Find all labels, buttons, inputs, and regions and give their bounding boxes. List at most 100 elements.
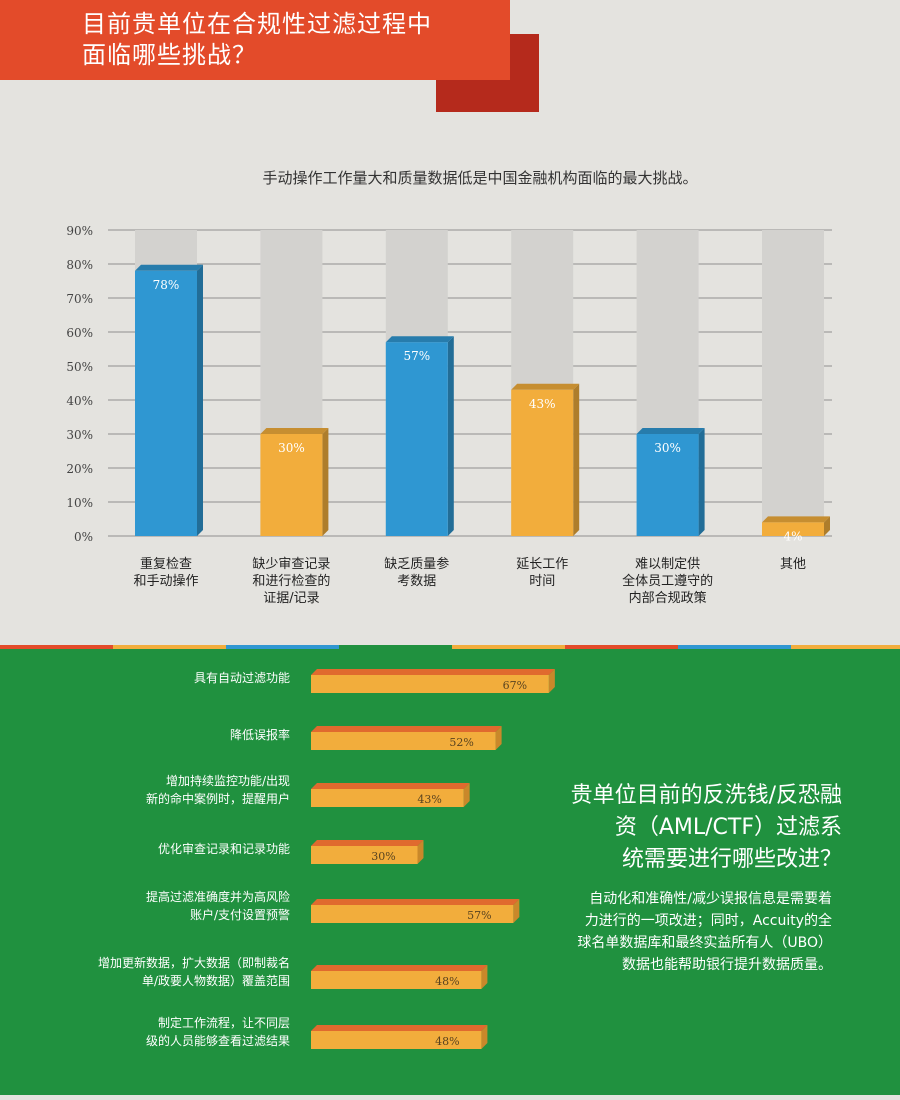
hbar-category-label: 增加持续监控功能/出现 (166, 773, 290, 788)
hbar-value-label: 48% (435, 1035, 459, 1048)
hbar-category-label: 提高过滤准确度并为高风险 (146, 889, 290, 904)
hbar (311, 971, 482, 989)
side-title-line: 资（AML/CTF）过滤系 (614, 815, 842, 840)
hbar-category-label: 新的命中案例时，提醒用户 (146, 791, 290, 806)
hbar (311, 675, 549, 693)
hbar-side (481, 965, 488, 989)
bar-top (260, 428, 329, 434)
bar-value-label: 78% (153, 278, 180, 292)
bar (511, 389, 574, 536)
side-text-line: 力进行的一项改进；同时，Accuity的全 (584, 913, 832, 929)
side-panel-text: 自动化和准确性/减少误报信息是需要着 力进行的一项改进；同时，Accuity的全球… (520, 888, 832, 976)
x-category-label: 内部合规政策 (629, 590, 707, 606)
header-title: 目前贵单位在合规性过滤过程中 面临哪些挑战？ (82, 9, 432, 71)
side-title-line: 统需要进行哪些改进？ (621, 847, 842, 872)
hbar (311, 789, 464, 807)
bar (135, 270, 197, 536)
y-tick-label: 90% (66, 224, 93, 238)
hbar-category-label: 具有自动过滤功能 (194, 671, 290, 685)
bar-top (762, 516, 830, 523)
hbar-top (311, 783, 470, 789)
bar-side (698, 428, 705, 536)
x-category-label: 缺乏质量参 (384, 556, 449, 572)
hbar-top (311, 1025, 488, 1031)
x-category-label: 全体员工遵守的 (622, 573, 713, 589)
bar-side (573, 383, 580, 536)
hbar-value-label: 52% (449, 736, 473, 749)
side-text-line: 数据也能帮助银行提升数据质量。 (622, 957, 832, 973)
side-title-line: 贵单位目前的反洗钱/反恐融 (570, 783, 842, 808)
color-stripe-divider (0, 645, 900, 649)
side-panel-title: 贵单位目前的反洗钱/反恐融资（AML/CTF）过滤系统需要进行哪些改进？ (520, 780, 842, 876)
hbar-value-label: 67% (503, 679, 527, 692)
hbar-side (495, 726, 502, 750)
hbar-side (417, 840, 424, 864)
header-title-line: 面临哪些挑战？ (82, 41, 257, 69)
hbar-category-label: 增加更新数据，扩大数据（即制裁名 (98, 955, 290, 970)
stripe-segment (791, 645, 900, 649)
x-category-label: 缺少审查记录 (252, 557, 330, 572)
hbar-category-label: 单/政要人物数据）覆盖范围 (142, 973, 290, 988)
y-tick-label: 0% (74, 530, 93, 544)
bar-value-label: 30% (278, 441, 305, 455)
y-tick-label: 40% (66, 394, 93, 408)
bar-side (322, 428, 329, 536)
y-tick-label: 80% (66, 258, 93, 272)
x-category-label: 和进行检查的 (252, 573, 330, 589)
y-tick-label: 70% (66, 292, 93, 306)
stripe-segment (226, 645, 339, 649)
header-banner (0, 0, 510, 80)
hbar-category-label: 账户/支付设置预警 (190, 907, 290, 922)
x-category-label: 证据/记录 (263, 591, 319, 606)
hbar (311, 1031, 482, 1049)
x-category-label: 时间 (529, 574, 555, 589)
hbar-value-label: 30% (371, 850, 395, 863)
stripe-segment (565, 645, 678, 649)
x-category-label: 延长工作 (516, 557, 568, 572)
hbar-top (311, 965, 488, 971)
improvements-bar-chart: 67% 具有自动过滤功能 52% 降低误报率 43% 增加持续监控功能/出现新的命中案例时… (98, 669, 555, 1049)
bar-value-label: 57% (403, 349, 430, 363)
bar-side (197, 264, 203, 536)
bar (762, 522, 824, 536)
x-category-label: 其他 (780, 557, 806, 572)
hbar-top (311, 899, 520, 905)
bar-value-label: 43% (529, 397, 556, 411)
hbar-category-label: 级的人员能够查看过滤结果 (146, 1033, 290, 1048)
y-tick-label: 50% (66, 360, 93, 374)
bar-side (824, 516, 830, 536)
bar-track (762, 230, 824, 536)
side-text-line: 自动化和准确性/减少误报信息是需要着 (589, 891, 832, 907)
stripe-segment (452, 645, 565, 649)
bar-value-label: 30% (654, 441, 681, 455)
bar-top (636, 428, 705, 434)
bar-top (135, 264, 203, 271)
hbar-value-label: 43% (417, 793, 441, 806)
hbar-category-label: 降低误报率 (230, 727, 290, 742)
stripe-segment (113, 645, 226, 649)
challenges-section: 目前贵单位在合规性过滤过程中 面临哪些挑战？ 手动操作工作量大和质量数据低是中国金… (0, 0, 832, 606)
stripe-segment (0, 645, 113, 649)
hbar-value-label: 57% (467, 909, 491, 922)
y-tick-label: 10% (66, 496, 93, 510)
challenges-bar-chart: 0% 10% 20% 30% 40% 50% 60% 70% 80% 90% 78% 重复检查和手动操… (66, 224, 832, 606)
y-tick-label: 20% (66, 462, 93, 476)
hbar-top (311, 726, 502, 732)
stripe-segment (339, 645, 452, 649)
y-tick-label: 60% (66, 326, 93, 340)
hbar-category-label: 优化审查记录和记录功能 (158, 841, 290, 856)
header-title-line: 目前贵单位在合规性过滤过程中 (82, 10, 432, 38)
bottom-edge-stripe (0, 1095, 900, 1100)
hbar-side (513, 899, 520, 923)
hbar-side (481, 1025, 488, 1049)
hbar-top (311, 840, 424, 846)
bar-side (447, 336, 454, 536)
x-category-label: 和手动操作 (133, 573, 198, 589)
stripe-segment (678, 645, 791, 649)
bar-top (385, 336, 454, 343)
y-tick-label: 30% (66, 428, 93, 442)
hbar-top (311, 669, 555, 675)
hbar-side (548, 669, 555, 693)
bar (636, 434, 699, 536)
hbar (311, 846, 418, 864)
